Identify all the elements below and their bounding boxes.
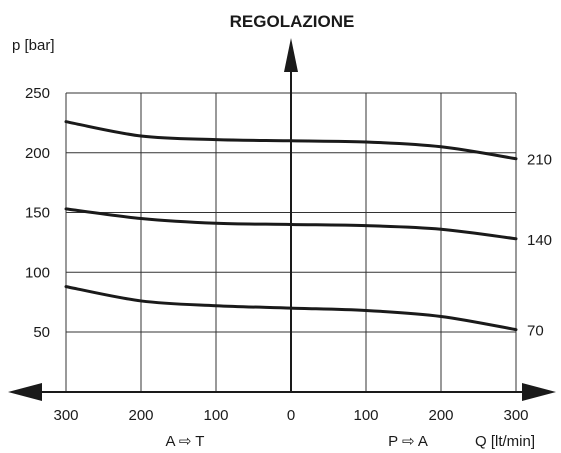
x-axis-left-arrow	[8, 383, 42, 401]
y-axis-up-arrow	[284, 38, 298, 72]
series-line-210	[64, 120, 518, 161]
x-tick-label: 100	[203, 407, 228, 424]
x-tick-label: 300	[53, 407, 78, 424]
chart-title: REGOLAZIONE	[230, 12, 355, 31]
series-line-70	[64, 285, 518, 332]
x-tick-label: 200	[128, 407, 153, 424]
series-label-70: 70	[527, 323, 544, 340]
x-tick-label: 100	[353, 407, 378, 424]
series-lines	[64, 120, 518, 332]
y-tick-label: 250	[25, 85, 50, 102]
x-tick-label: 0	[287, 407, 295, 424]
series-line-140	[64, 207, 518, 241]
y-tick-label: 150	[25, 205, 50, 222]
series-label-210: 210	[527, 152, 552, 169]
x-axis-label: Q [lt/min]	[475, 433, 535, 450]
right-direction-label: P ⇨ A	[388, 433, 428, 450]
x-tick-label: 300	[503, 407, 528, 424]
y-tick-label: 50	[33, 324, 50, 341]
left-direction-label: A ⇨ T	[166, 433, 205, 450]
y-tick-label: 100	[25, 264, 50, 281]
axes	[8, 38, 556, 401]
series-label-140: 140	[527, 232, 552, 249]
y-tick-label: 200	[25, 145, 50, 162]
x-tick-label: 200	[428, 407, 453, 424]
labels: REGOLAZIONE p [bar] Q [lt/min] A ⇨ T P ⇨…	[12, 12, 552, 450]
y-axis-label: p [bar]	[12, 37, 55, 54]
x-axis-right-arrow	[522, 383, 556, 401]
